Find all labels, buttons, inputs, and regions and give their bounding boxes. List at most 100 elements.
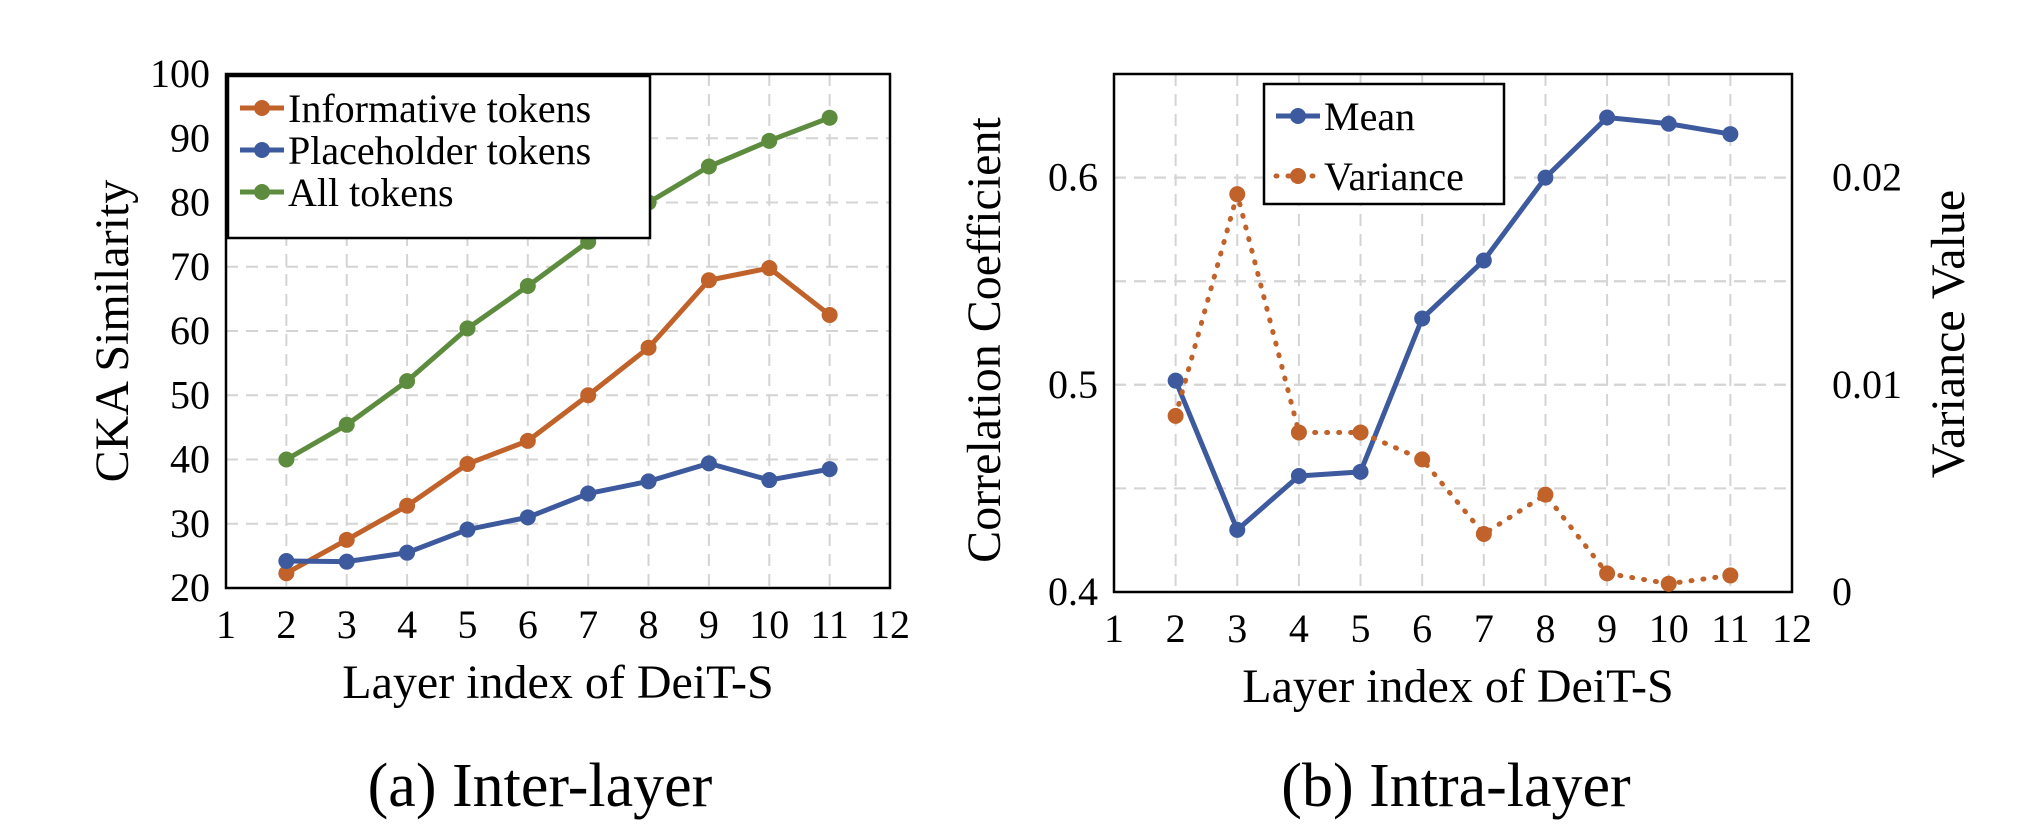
panel-b-x-tick-label: 4 (1289, 606, 1309, 651)
panel-a-point-informative-tokens (640, 339, 657, 356)
panel-b-x-tick-label: 6 (1412, 606, 1432, 651)
panel-b-legend-box (1262, 82, 1506, 206)
panel-a-point-all-tokens (338, 416, 355, 433)
panel-a-x-tick-label: 2 (276, 602, 296, 647)
panel-b-x-tick-label: 12 (1772, 606, 1812, 651)
panel-b-y-axis-label: Correlation Coefficient (958, 117, 1011, 563)
panel-b-y2-tick-label: 0.02 (1832, 155, 1902, 200)
panel-b-series-line-variance (1173, 191, 1733, 587)
panel-a-y-tick-label: 80 (170, 180, 210, 225)
panel-a-series-line-all-tokens (285, 115, 831, 462)
panel-a-plot-frame (224, 72, 892, 590)
panel-a-y-axis-label: CKA Similarity (86, 180, 139, 483)
panel-b-y2-tick-label: 0.01 (1832, 362, 1902, 407)
panel-a-point-informative-tokens (459, 455, 476, 472)
panel-b-legend-label-variance: Variance (1324, 154, 1464, 199)
panel-a-legend-label-placeholder-tokens: Placeholder tokens (288, 128, 591, 173)
panel-a-point-all-tokens (278, 451, 295, 468)
panel-b-x-tick-label: 11 (1711, 606, 1750, 651)
panel-a-legend-marker-placeholder-tokens (254, 142, 270, 158)
panel-b-x-tick-label: 8 (1535, 606, 1555, 651)
panel-b-y-tick-label: 0.5 (1048, 362, 1098, 407)
panel-a-point-placeholder-tokens (338, 553, 355, 570)
panel-a-y-ticks: 20 30 40 50 60 70 80 90 100 (150, 51, 210, 610)
panel-b-point-mean (1475, 252, 1492, 269)
panel-b-point-variance (1599, 565, 1616, 582)
panel-b-series (1167, 109, 1739, 592)
panel-b-point-variance (1414, 451, 1431, 468)
panel-a-point-placeholder-tokens (519, 509, 536, 526)
panel-a-x-tick-label: 3 (337, 602, 357, 647)
panel-a-point-all-tokens (399, 373, 416, 390)
panel-a-x-tick-label: 10 (749, 602, 789, 647)
panel-a-point-all-tokens (459, 320, 476, 337)
panel-b-x-tick-label: 7 (1474, 606, 1494, 651)
panel-b-legend-marker-mean (1290, 108, 1306, 124)
panel-b-x-tick-label: 9 (1597, 606, 1617, 651)
panel-a-x-tick-label: 7 (578, 602, 598, 647)
panel-b-x-tick-label: 1 (1104, 606, 1124, 651)
panel-a-legend-box (226, 74, 652, 240)
panel-b-point-variance (1167, 407, 1184, 424)
panel-a-point-placeholder-tokens (580, 485, 597, 502)
panel-b-point-mean (1537, 169, 1554, 186)
panel-a-y-tick-label: 50 (170, 372, 210, 417)
panel-a-point-placeholder-tokens (821, 461, 838, 478)
panel-a-point-placeholder-tokens (278, 553, 295, 570)
panel-a-y-tick-label: 70 (170, 244, 210, 289)
panel-a-point-placeholder-tokens (761, 472, 778, 489)
panel-a-y-tick-label: 40 (170, 437, 210, 482)
panel-a-x-axis-label: Layer index of DeiT-S (342, 656, 773, 709)
panel-a-x-tick-label: 9 (699, 602, 719, 647)
panel-a-caption: (a) Inter-layer (368, 752, 713, 820)
panel-b-point-variance (1290, 424, 1307, 441)
panel-b-point-mean (1229, 521, 1246, 538)
panel-a-x-ticks: 1 2 3 4 5 6 7 8 9 10 11 12 (216, 602, 910, 647)
panel-b-point-mean (1352, 463, 1369, 480)
panel-b-legend-label-mean: Mean (1324, 94, 1415, 139)
panel-a-legend-marker-informative-tokens (254, 100, 270, 116)
panel-b-point-mean (1660, 115, 1677, 132)
panel-a-point-informative-tokens (338, 531, 355, 548)
panel-b-x-tick-label: 2 (1166, 606, 1186, 651)
panel-b-point-variance (1722, 567, 1739, 584)
panel-b-left-y-ticks: 0.4 0.5 0.6 (1048, 155, 1098, 614)
panel-a-point-all-tokens (519, 278, 536, 295)
panel-b-x-tick-label: 10 (1649, 606, 1689, 651)
panel-b-y-tick-label: 0.4 (1048, 569, 1098, 614)
panel-a-point-placeholder-tokens (399, 544, 416, 561)
panel-a-series-line-placeholder-tokens (286, 460, 831, 565)
panel-a-x-tick-label: 6 (518, 602, 538, 647)
panel-b-series-line-mean (1173, 115, 1731, 533)
panel-b-point-mean (1290, 467, 1307, 484)
panel-a-point-informative-tokens (821, 306, 838, 323)
panel-a-point-informative-tokens (278, 565, 295, 582)
panel-a-x-tick-label: 1 (216, 602, 236, 647)
panel-b-legend-marker-variance (1290, 168, 1306, 184)
panel-a-x-tick-label: 5 (457, 602, 477, 647)
panel-a-legend-label-all-tokens: All tokens (288, 170, 454, 215)
panel-a-point-informative-tokens (580, 387, 597, 404)
panel-a-x-tick-label: 8 (639, 602, 659, 647)
panel-a-point-informative-tokens (399, 497, 416, 514)
panel-b-right-y-ticks: 0 0.01 0.02 (1832, 155, 1902, 614)
panel-a-x-tick-label: 12 (870, 602, 910, 647)
panel-a-series-line-informative-tokens (285, 265, 832, 576)
panel-b-caption: (b) Intra-layer (1281, 752, 1631, 820)
panel-a-x-tick-label: 4 (397, 602, 417, 647)
panel-b-point-mean (1167, 372, 1184, 389)
panel-b-point-variance (1537, 486, 1554, 503)
panel-a-point-informative-tokens (700, 272, 717, 289)
panel-a-y-tick-label: 20 (170, 565, 210, 610)
panel-b-x-tick-label: 3 (1227, 606, 1247, 651)
panel-a-point-all-tokens (761, 132, 778, 149)
panel-b-x-tick-label: 5 (1351, 606, 1371, 651)
panel-b-x-ticks: 1 2 3 4 5 6 7 8 9 10 11 12 (1104, 606, 1812, 651)
panel-a-point-all-tokens (700, 158, 717, 175)
panel-b-y2-axis-label: Variance Value (1922, 190, 1975, 478)
panel-b-point-variance (1352, 424, 1369, 441)
panel-b-plot-frame (1112, 72, 1794, 594)
